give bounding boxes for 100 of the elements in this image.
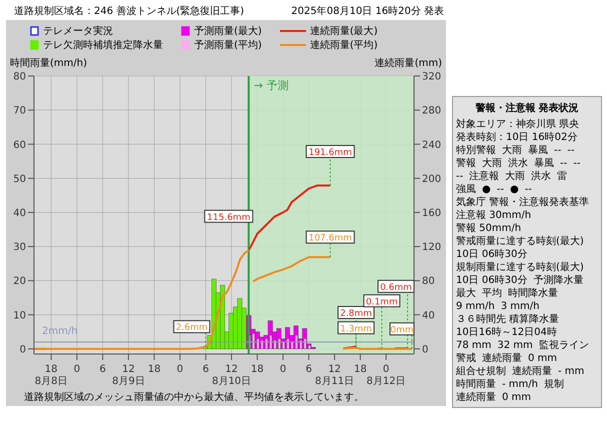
text: 32 mm [497, 339, 533, 352]
text: -- [560, 157, 568, 170]
text: 注意報 [469, 170, 500, 183]
text: 予測降水量 [533, 274, 584, 287]
text: 洪水 [508, 157, 528, 170]
data-label: 191.6mm [308, 148, 352, 158]
x-tick-label: 6 [306, 364, 312, 375]
text: -- [524, 183, 532, 196]
text: 大雨 [505, 170, 526, 183]
x-tick-label: 0 [280, 364, 286, 375]
y-tick-label: 20 [13, 276, 26, 288]
text: 10日 06時30分 [456, 248, 528, 261]
x-tick-label: 12 8月11日 [315, 364, 354, 387]
data-label: 2.8mm [340, 308, 372, 319]
data-label: 107.6mm [308, 234, 352, 244]
text: 発表時刻：10日 16時02分 [456, 131, 578, 144]
text: ● [510, 183, 519, 196]
x-tick-label: 18 [148, 364, 161, 375]
text: 洪水 [531, 170, 552, 183]
y2-tick-label: 240 [422, 140, 442, 151]
text: 78 mm [456, 339, 492, 352]
chart-subtitle: 2025年08月10日 16時20分 発表 [291, 4, 444, 18]
ref-line-label: → 予測 [254, 78, 288, 92]
text: 警報・注意報 発表状況 [474, 101, 580, 116]
text: -- [573, 157, 580, 170]
text: ３６時間先 積算降水量 [456, 313, 560, 326]
y2-tick-label: 80 [422, 276, 435, 288]
y2-tick-label: 160 [422, 208, 442, 219]
text: 監視ライン [538, 339, 589, 352]
data-label: 0.6mm [380, 282, 412, 293]
x-tick-label: 18 8月8日 [34, 364, 68, 387]
y-tick-label: 50 [13, 174, 26, 185]
text: 警戒 [456, 352, 476, 365]
legend-label: テレメータ実況 [43, 24, 113, 38]
text: 大雨 [482, 157, 502, 170]
text: - mm/h [502, 378, 538, 391]
y2-tick-label: 40 [422, 310, 435, 322]
text: 連続雨量 [456, 391, 496, 404]
x-tick-label: 18 [354, 364, 367, 375]
text: -- [554, 144, 562, 157]
text: 注意報 30mm/h [456, 209, 532, 222]
legend-label: 予測雨量(最大) [194, 24, 262, 38]
text: 特別警報 [456, 144, 496, 157]
x-tick-label: 6 [202, 364, 209, 375]
y2-tick-label: 0 [422, 344, 428, 356]
text: 時間雨量 [456, 378, 496, 391]
data-label: 0mm [390, 325, 414, 336]
text: -- [496, 183, 504, 196]
text: 暴風 [534, 157, 554, 170]
text: 10日16時～12日04時 [456, 326, 557, 339]
text: 9 mm/h [456, 300, 495, 313]
text: 3 mm/h [500, 300, 540, 313]
text: 規制 [544, 378, 564, 391]
data-label: 115.6mm [207, 212, 250, 223]
x-tick-label: 6 [100, 364, 106, 375]
legend-label: 連続雨量(平均) [310, 38, 378, 52]
text: 連続雨量 [512, 365, 552, 378]
text: 雷 [557, 170, 568, 183]
text: ● [482, 183, 491, 196]
text: -- [456, 170, 464, 183]
text: 大雨 [502, 144, 522, 157]
text: 暴風 [528, 144, 548, 157]
y2-tick-label: 200 [422, 174, 442, 185]
y2-tick-label: 320 [422, 72, 442, 83]
text: 規制雨量に達する時刻(最大) [456, 261, 584, 274]
y-tick-label: 30 [13, 242, 26, 254]
text: 警報 [456, 157, 476, 170]
text: 組合せ規制 [456, 365, 506, 378]
y-tick-label: 10 [13, 310, 26, 322]
legend-label: 予測雨量(平均) [194, 38, 262, 52]
y-axis-title: 時間雨量(mm/h) [10, 56, 87, 70]
chart-title: 道路規制区域名：246 善波トンネル(緊急復旧工事) [14, 4, 244, 18]
text: 10日 06時30分 [456, 274, 528, 287]
text: 0 mm [528, 352, 558, 365]
text: 対象エリア：神奈川県 県央 [456, 118, 580, 131]
y2-tick-label: 280 [422, 106, 442, 117]
text: 強風 [456, 183, 476, 196]
x-tick-label: 18 [250, 364, 264, 375]
ref-line-label: 2mm/h [42, 326, 78, 338]
text: - mm [558, 365, 584, 378]
text: 最大 [456, 287, 476, 300]
text: 警報 50mm/h [456, 222, 522, 235]
x-tick-label: 0 [74, 364, 80, 375]
data-label: 1.3mm [340, 324, 372, 334]
x-tick-label: 12 8月10日 [212, 364, 252, 387]
legend-label: 連続雨量(最大) [310, 24, 378, 38]
text: -- [567, 144, 574, 157]
text: 平均 [482, 287, 502, 300]
x-tick-label: 0 8月12日 [366, 364, 406, 387]
data-label: 2.6mm [176, 323, 208, 334]
y2-axis-title: 連続雨量(mm) [374, 56, 442, 70]
y-tick-label: 60 [13, 140, 26, 151]
y-tick-label: 80 [13, 72, 26, 83]
legend-label: テレ欠測時補填推定降水量 [43, 38, 163, 52]
text: 時間降水量 [508, 287, 558, 300]
y-tick-label: 0 [20, 344, 26, 356]
text: 0 mm [502, 391, 532, 404]
x-tick-label: 0 [176, 364, 184, 375]
y-tick-label: 40 [13, 208, 26, 219]
y2-tick-label: 120 [422, 242, 442, 254]
